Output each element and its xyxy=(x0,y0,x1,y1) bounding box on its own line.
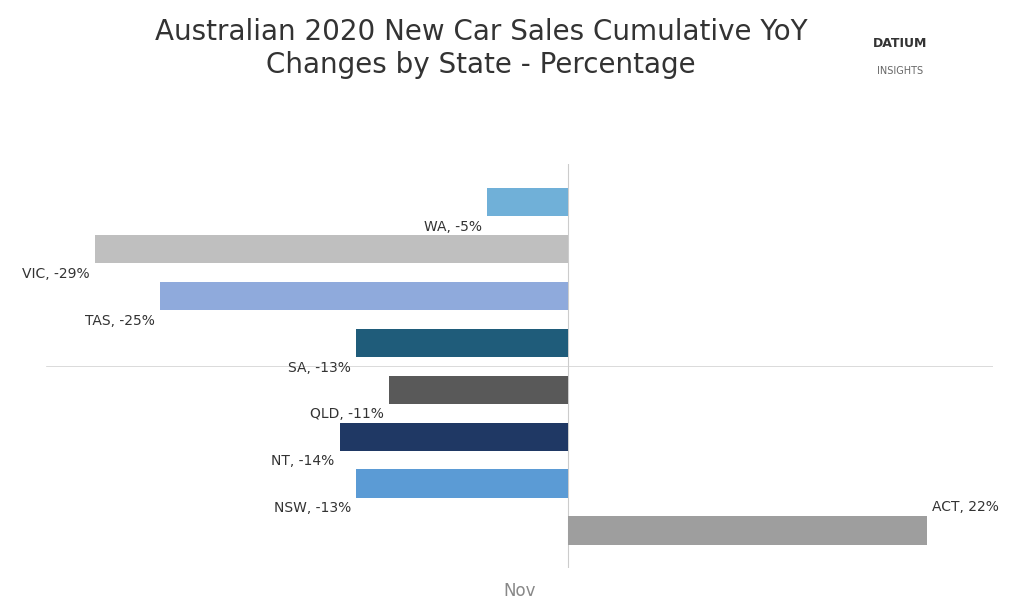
Text: TAS, -25%: TAS, -25% xyxy=(85,314,155,328)
Bar xyxy=(340,423,568,451)
Text: Australian 2020 New Car Sales Cumulative YoY
Changes by State - Percentage: Australian 2020 New Car Sales Cumulative… xyxy=(155,18,808,79)
Text: INSIGHTS: INSIGHTS xyxy=(877,66,924,76)
Text: ACT, 22%: ACT, 22% xyxy=(932,499,999,514)
Text: DATIUM: DATIUM xyxy=(872,36,928,50)
X-axis label: Nov: Nov xyxy=(503,582,536,600)
Bar xyxy=(356,469,568,498)
Bar xyxy=(356,328,568,357)
Bar xyxy=(94,235,568,263)
Bar xyxy=(486,188,568,216)
Text: NT, -14%: NT, -14% xyxy=(271,454,335,469)
Bar xyxy=(160,282,568,310)
Text: NSW, -13%: NSW, -13% xyxy=(273,501,351,515)
Text: SA, -13%: SA, -13% xyxy=(288,360,351,375)
Text: QLD, -11%: QLD, -11% xyxy=(310,408,384,421)
Text: WA, -5%: WA, -5% xyxy=(424,220,481,234)
Text: VIC, -29%: VIC, -29% xyxy=(23,266,90,280)
Bar xyxy=(568,517,928,545)
Bar xyxy=(388,376,568,403)
